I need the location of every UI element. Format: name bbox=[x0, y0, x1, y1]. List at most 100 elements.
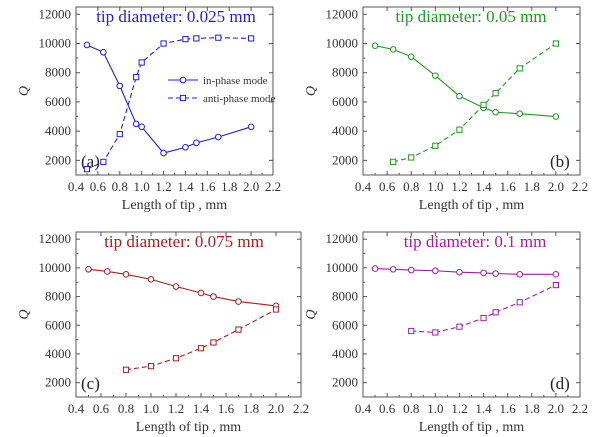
y-tick-label: 12000 bbox=[39, 6, 72, 21]
in-phase-point bbox=[247, 123, 255, 131]
x-tick-label: 2.0 bbox=[548, 179, 564, 194]
anti-phase-point bbox=[390, 158, 397, 165]
anti-phase-point bbox=[272, 306, 280, 313]
y-tick-label: 10000 bbox=[39, 36, 72, 51]
in-phase-point bbox=[492, 270, 499, 277]
in-phase-point bbox=[371, 265, 379, 272]
in-phase-point bbox=[122, 271, 130, 278]
x-tick-label: 1.2 bbox=[168, 401, 184, 416]
anti-phase-point bbox=[160, 40, 167, 47]
anti-phase-line bbox=[125, 308, 277, 371]
in-phase-point bbox=[456, 92, 463, 100]
y-tick-label: 4000 bbox=[45, 123, 71, 138]
in-phase-line bbox=[374, 45, 556, 118]
x-tick-label: 0.4 bbox=[68, 401, 85, 416]
panel-title: tip diameter: 0.05 mm bbox=[395, 7, 546, 26]
in-phase-point bbox=[85, 266, 92, 273]
in-phase-point bbox=[138, 123, 145, 131]
x-tick-label: 0.4 bbox=[355, 401, 372, 416]
anti-phase-point bbox=[492, 309, 499, 316]
chart-panel-c: 0.4 0.6 0.8 1.0 1.2 1.4 1.6 1.8 2.0 2.2 2000 4000 60… bbox=[17, 231, 309, 435]
in-phase-point bbox=[235, 298, 242, 305]
in-phase-point bbox=[160, 149, 167, 157]
anti-phase-point bbox=[432, 329, 439, 336]
y-tick-label: 2000 bbox=[45, 375, 71, 390]
in-phase-point bbox=[197, 289, 205, 297]
x-tick-label: 2.0 bbox=[548, 401, 564, 416]
y-tick-label: 4000 bbox=[332, 346, 358, 361]
x-tick-label: 1.0 bbox=[143, 401, 159, 416]
x-tick-label: 1.0 bbox=[427, 179, 443, 194]
in-phase-line bbox=[375, 268, 556, 275]
x-axis-title: Length of tip , mm bbox=[136, 420, 241, 435]
in-phase-point bbox=[552, 271, 560, 278]
in-phase-point bbox=[432, 267, 439, 275]
anti-phase-line bbox=[86, 37, 252, 170]
in-phase-point bbox=[480, 269, 487, 277]
in-phase-point bbox=[103, 268, 111, 275]
y-tick-label: 4000 bbox=[332, 123, 358, 138]
anti-phase-point bbox=[480, 314, 487, 322]
y-tick-label: 8000 bbox=[45, 289, 71, 304]
panel-letter: (c) bbox=[81, 374, 100, 393]
x-tick-label: 2.2 bbox=[572, 179, 588, 194]
anti-phase-point bbox=[210, 339, 217, 346]
x-tick-label: 0.8 bbox=[403, 179, 419, 194]
x-tick-label: 2.2 bbox=[293, 401, 309, 416]
in-phase-point bbox=[492, 108, 499, 116]
anti-phase-point bbox=[516, 299, 523, 306]
chart-panel-d: 0.4 0.6 0.8 1.0 1.2 1.4 1.6 1.8 2.0 2.2 2000 4000 60… bbox=[304, 231, 588, 435]
anti-phase-point bbox=[480, 101, 487, 108]
x-tick-label: 0.8 bbox=[112, 179, 128, 194]
x-tick-label: 1.2 bbox=[155, 179, 171, 194]
in-phase-point bbox=[552, 113, 560, 120]
anti-phase-point bbox=[100, 158, 107, 165]
x-tick-label: 1.0 bbox=[134, 179, 150, 194]
panel-letter: (b) bbox=[550, 152, 570, 171]
in-phase-line bbox=[86, 44, 252, 154]
y-tick-label: 12000 bbox=[326, 231, 359, 246]
y-tick-label: 10000 bbox=[326, 260, 359, 275]
x-tick-label: 0.6 bbox=[379, 179, 396, 194]
y-tick-label: 12000 bbox=[326, 6, 359, 21]
y-tick-label: 6000 bbox=[45, 317, 71, 332]
x-axis-title: Length of tip , mm bbox=[419, 198, 524, 213]
x-tick-label: 0.6 bbox=[379, 401, 396, 416]
x-tick-label: 1.2 bbox=[451, 401, 467, 416]
x-tick-label: 1.6 bbox=[500, 401, 517, 416]
x-tick-label: 1.4 bbox=[475, 179, 492, 194]
anti-phase-point bbox=[516, 65, 523, 72]
x-tick-label: 1.6 bbox=[218, 401, 235, 416]
in-phase-point bbox=[182, 143, 189, 151]
x-tick-label: 1.8 bbox=[524, 179, 540, 194]
y-tick-label: 4000 bbox=[45, 346, 71, 361]
panel-title: tip diameter: 0.1 mm bbox=[404, 232, 547, 251]
anti-phase-point bbox=[116, 130, 123, 138]
anti-phase-point bbox=[215, 34, 222, 41]
anti-phase-point bbox=[197, 345, 205, 352]
y-tick-label: 10000 bbox=[326, 36, 359, 51]
x-tick-label: 2.0 bbox=[243, 179, 259, 194]
anti-phase-point bbox=[193, 35, 200, 42]
in-phase-point bbox=[132, 120, 140, 128]
in-phase-point bbox=[100, 48, 107, 56]
in-phase-point bbox=[210, 293, 217, 300]
anti-phase-point bbox=[122, 366, 130, 373]
in-phase-point bbox=[407, 53, 415, 60]
in-phase-point bbox=[389, 266, 397, 273]
x-tick-label: 1.6 bbox=[199, 179, 216, 194]
x-axis-title: Length of tip , mm bbox=[122, 198, 227, 213]
in-phase-point bbox=[214, 133, 222, 141]
x-tick-label: 1.0 bbox=[427, 401, 443, 416]
plot-frame bbox=[362, 6, 581, 176]
anti-phase-point bbox=[147, 363, 155, 370]
anti-phase-point bbox=[492, 90, 499, 97]
in-phase-point bbox=[389, 46, 397, 53]
plot-frame bbox=[362, 231, 581, 398]
in-phase-point bbox=[193, 139, 200, 147]
x-tick-label: 1.4 bbox=[177, 179, 194, 194]
y-tick-label: 2000 bbox=[332, 375, 358, 390]
in-phase-point bbox=[432, 72, 439, 79]
anti-phase-point bbox=[138, 59, 145, 66]
